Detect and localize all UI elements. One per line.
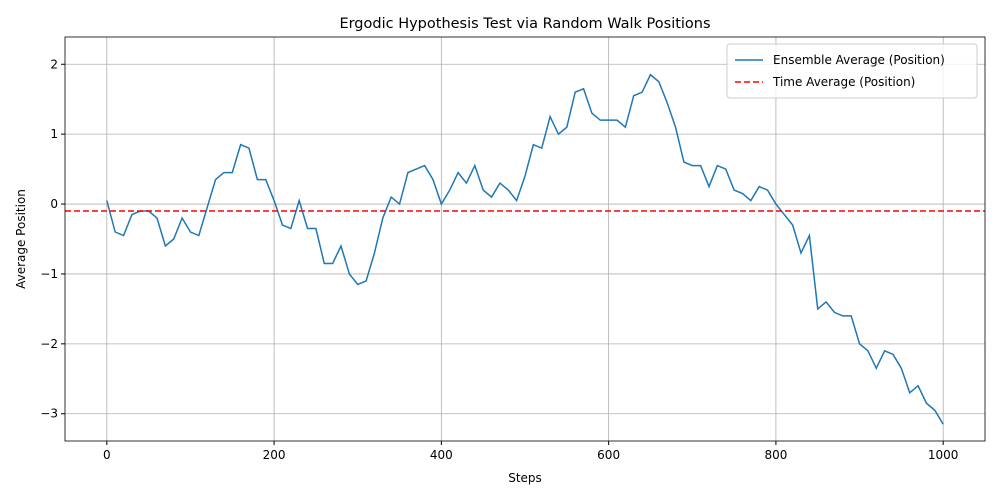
y-tick-label: −3 (40, 407, 58, 421)
x-axis-label: Steps (508, 471, 542, 485)
legend-label: Ensemble Average (Position) (773, 53, 945, 67)
y-tick-label: 1 (50, 127, 58, 141)
chart-title: Ergodic Hypothesis Test via Random Walk … (339, 16, 710, 32)
y-tick-label: −1 (40, 267, 58, 281)
plot-frame (64, 36, 986, 442)
x-tick-label: 600 (597, 448, 620, 462)
x-tick-label: 400 (430, 448, 453, 462)
data-line (106, 73, 944, 425)
x-tick-label: 800 (764, 448, 787, 462)
x-tick-label: 200 (263, 448, 286, 462)
y-tick-label: −2 (40, 337, 58, 351)
legend-label: Time Average (Position) (772, 75, 915, 89)
x-tick-label: 1000 (928, 448, 959, 462)
y-axis-label: Average Position (14, 189, 28, 289)
y-tick-label: 0 (50, 197, 58, 211)
legend-box (726, 43, 978, 99)
y-tick-label: 2 (50, 57, 58, 71)
x-tick-label: 0 (103, 448, 111, 462)
